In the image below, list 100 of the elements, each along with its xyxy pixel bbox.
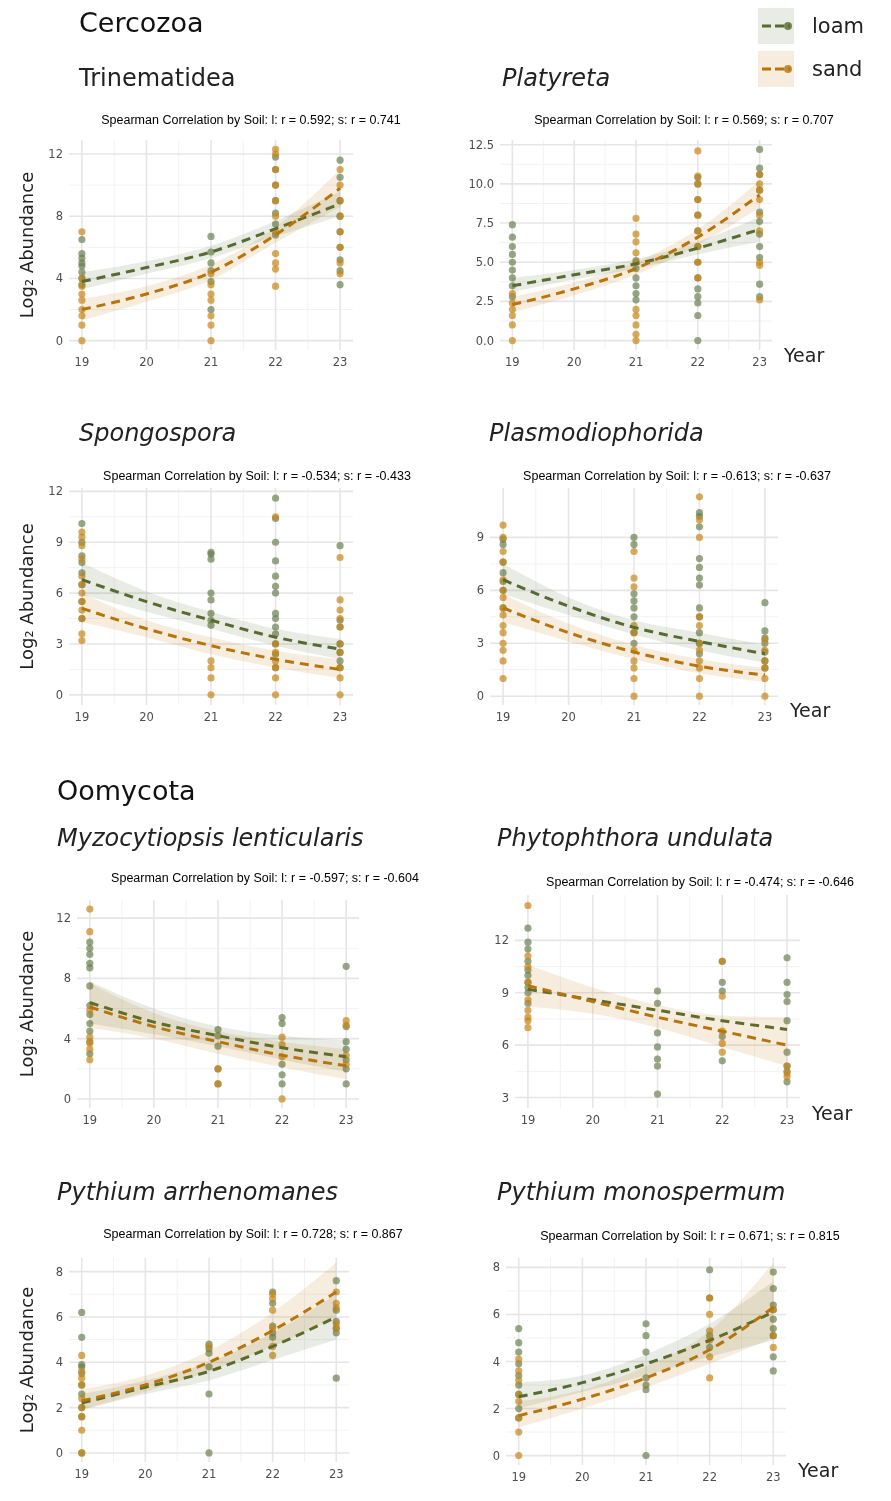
y-tick-label: 8 [63,971,71,986]
y-tick-label: 4 [63,1031,71,1046]
y-tick-label: 3 [501,1090,509,1105]
x-tick-label: 19 [495,710,511,724]
x-tick-label: 19 [82,1113,98,1127]
y-tick-label: 6 [55,586,63,601]
y-tick-label: 4 [55,1355,63,1370]
y-tick-label: 6 [492,1307,500,1322]
y-axis-title: Log₂ Abundance [16,523,37,670]
chart-title: Trinematidea [78,64,236,92]
x-tick-label: 19 [511,1470,527,1484]
y-tick-label: 6 [501,1038,509,1053]
chart-title: Pythium monospermum [497,1178,786,1206]
x-tick-label: 20 [139,355,154,369]
y-tick-label: 2 [55,1400,63,1415]
chart-subtitle: Spearman Correlation by Soil: l: r = 0.728; s: r = 0.867 [103,1227,403,1241]
x-tick-label: 19 [74,355,90,369]
y-tick-label: 0 [55,1445,63,1460]
y-tick-label: 3 [476,636,484,651]
x-tick-label: 20 [575,1470,590,1484]
chart-subtitle: Spearman Correlation by Soil: l: r = 0.569; s: r = 0.707 [534,113,834,127]
chart-subtitle: Spearman Correlation by Soil: l: r = 0.592; s: r = 0.741 [101,113,401,127]
x-axis-title: Year [783,344,825,366]
y-tick-label: 3 [55,636,63,651]
x-axis-title: Year [811,1102,853,1124]
x-tick-label: 20 [146,1113,162,1127]
x-tick-label: 19 [505,355,520,369]
x-tick-label: 22 [268,355,283,369]
y-tick-label: 2.5 [475,294,494,309]
x-tick-label: 19 [520,1113,536,1127]
y-axis-title: Log₂ Abundance [16,1286,37,1434]
x-tick-label: 19 [74,1467,90,1481]
x-tick-label: 22 [265,1467,280,1481]
x-tick-label: 23 [779,1113,795,1127]
y-tick-label: 5.0 [475,255,494,270]
y-tick-label: 10.0 [468,176,494,191]
y-tick-label: 0 [476,689,484,704]
x-tick-label: 23 [328,1467,344,1481]
y-tick-label: 0 [55,687,63,702]
y-tick-label: 7.5 [475,216,494,231]
y-tick-label: 0 [63,1091,71,1106]
x-tick-label: 22 [692,710,707,724]
x-tick-label: 22 [274,1113,290,1127]
x-tick-label: 23 [332,355,348,369]
y-tick-label: 9 [476,530,484,545]
x-tick-label: 23 [752,355,767,369]
x-tick-label: 22 [714,1113,730,1127]
x-tick-label: 21 [203,355,219,369]
y-tick-label: 6 [476,583,484,598]
x-tick-label: 22 [702,1470,717,1484]
y-axis-title: Log₂ Abundance [16,171,37,319]
chart-title: Spongospora [79,419,237,447]
x-tick-label: 22 [690,355,706,369]
y-tick-label: 8 [55,209,63,224]
chart-title: Myzocytiopsis lenticularis [57,824,364,852]
chart-subtitle: Spearman Correlation by Soil: l: r = -0.613; s: r = -0.637 [523,469,831,483]
x-tick-label: 21 [210,1113,226,1127]
y-tick-label: 8 [55,1264,63,1279]
chart-title: Pythium arrhenomanes [57,1178,339,1206]
x-tick-label: 20 [561,710,576,724]
x-tick-label: 22 [268,710,283,724]
y-axis-title: Log₂ Abundance [16,930,37,1078]
x-tick-label: 23 [332,710,348,724]
x-tick-label: 21 [203,710,219,724]
x-tick-label: 19 [74,710,90,724]
y-tick-label: 4 [492,1354,500,1369]
chart-subtitle: Spearman Correlation by Soil: l: r = -0.534; s: r = -0.433 [103,469,411,483]
x-tick-label: 21 [650,1113,665,1127]
x-tick-label: 21 [201,1467,217,1481]
y-tick-label: 12 [48,147,63,161]
y-tick-label: 8 [492,1260,500,1275]
x-tick-label: 21 [638,1470,654,1484]
x-tick-label: 21 [628,355,644,369]
y-tick-label: 4 [55,271,63,286]
text: Cercozoa [79,7,204,38]
chart-subtitle: Spearman Correlation by Soil: l: r = -0.474; s: r = -0.646 [546,875,854,889]
y-tick-label: 12 [56,911,71,926]
x-tick-label: 20 [139,710,154,724]
y-tick-label: 0.0 [475,333,494,348]
x-tick-label: 20 [585,1113,601,1127]
chart-title: Plasmodiophorida [489,419,704,447]
y-tick-label: 12.5 [468,137,494,152]
x-tick-label: 20 [138,1467,153,1481]
y-tick-label: 0 [55,333,63,348]
x-tick-label: 23 [338,1113,354,1127]
y-tick-label: 12 [48,484,63,499]
legend-label: sand [812,57,863,81]
y-tick-label: 12 [494,933,509,948]
x-axis-title: Year [789,699,831,721]
chart-subtitle: Spearman Correlation by Soil: l: r = 0.671; s: r = 0.815 [540,1229,840,1243]
x-tick-label: 23 [765,1470,781,1484]
chart-title: Phytophthora undulata [497,824,774,852]
x-tick-label: 21 [626,710,642,724]
x-axis-title: Year [797,1459,839,1481]
chart-subtitle: Spearman Correlation by Soil: l: r = -0.597; s: r = -0.604 [111,871,419,885]
y-tick-label: 9 [501,985,509,1000]
text: Oomycota [57,775,196,806]
y-tick-label: 2 [492,1401,500,1416]
x-tick-label: 23 [757,710,773,724]
y-tick-label: 9 [55,535,63,550]
